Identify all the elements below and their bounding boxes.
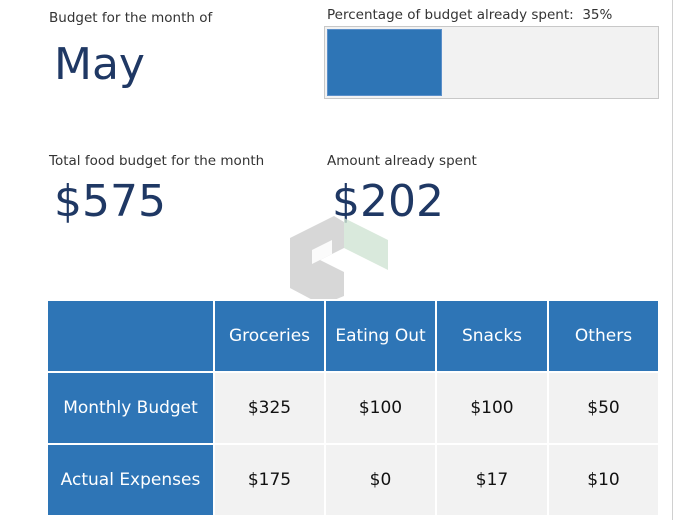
total-budget-label: Total food budget for the month	[49, 153, 265, 169]
percentage-spent-caption: Percentage of budget already spent:	[327, 7, 574, 23]
month-value[interactable]: May	[54, 39, 145, 90]
amount-spent-label: Amount already spent	[327, 153, 477, 169]
header-eating-out[interactable]: Eating Out	[324, 299, 437, 373]
sheet-border	[672, 0, 673, 520]
header-corner	[46, 299, 215, 373]
budget-table: Groceries Eating Out Snacks Others Month…	[46, 299, 660, 517]
cell-budget-eating-out[interactable]: $100	[324, 371, 437, 445]
table-header-row: Groceries Eating Out Snacks Others	[46, 299, 660, 373]
table-row: Actual Expenses $175 $0 $17 $10	[46, 443, 660, 517]
cell-budget-groceries[interactable]: $325	[213, 371, 326, 445]
cell-budget-others[interactable]: $50	[547, 371, 660, 445]
row-label-actual-expenses[interactable]: Actual Expenses	[46, 443, 215, 517]
budget-progress-fill	[327, 29, 442, 96]
table-row: Monthly Budget $325 $100 $100 $50	[46, 371, 660, 445]
cell-actual-groceries[interactable]: $175	[213, 443, 326, 517]
budget-progress-bar	[324, 26, 659, 99]
header-groceries[interactable]: Groceries	[213, 299, 326, 373]
month-label: Budget for the month of	[49, 10, 213, 26]
total-budget-value[interactable]: $575	[54, 176, 166, 227]
cell-actual-eating-out[interactable]: $0	[324, 443, 437, 517]
logo-watermark-icon	[290, 216, 388, 305]
amount-spent-value[interactable]: $202	[332, 176, 444, 227]
percentage-spent-value: 35%	[582, 7, 613, 23]
percentage-spent-label: Percentage of budget already spent: 35%	[327, 7, 612, 23]
header-snacks[interactable]: Snacks	[435, 299, 549, 373]
row-label-monthly-budget[interactable]: Monthly Budget	[46, 371, 215, 445]
cell-budget-snacks[interactable]: $100	[435, 371, 549, 445]
cell-actual-others[interactable]: $10	[547, 443, 660, 517]
cell-actual-snacks[interactable]: $17	[435, 443, 549, 517]
header-others[interactable]: Others	[547, 299, 660, 373]
